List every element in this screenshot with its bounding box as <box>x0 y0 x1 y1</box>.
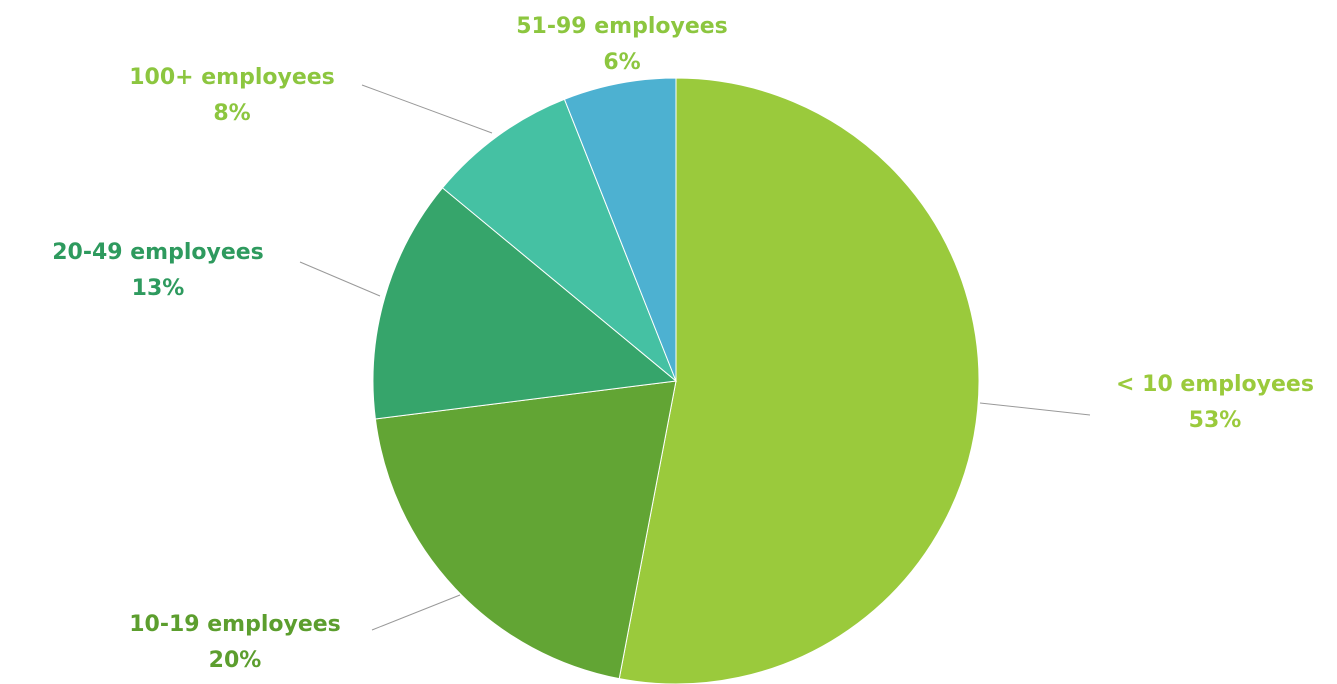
pie-slice <box>374 380 677 680</box>
slice-value: 8% <box>213 101 250 126</box>
leader-line <box>299 261 381 297</box>
pie-slice <box>441 98 677 382</box>
leader-line <box>371 594 461 631</box>
slice-value: 6% <box>603 50 640 75</box>
slice-value: 53% <box>1189 408 1242 433</box>
leader-line <box>979 402 1091 416</box>
slice-label: < 10 employees <box>1116 372 1314 397</box>
leader-line <box>361 84 493 134</box>
slice-label: 51-99 employees <box>516 14 728 39</box>
slice-label: 10-19 employees <box>129 612 341 637</box>
slice-label: 20-49 employees <box>52 240 264 265</box>
slice-value: 13% <box>132 276 185 301</box>
pie-slice <box>618 77 980 684</box>
pie-slice <box>372 187 678 420</box>
slice-value: 20% <box>209 648 262 673</box>
slice-label: 100+ employees <box>129 65 335 90</box>
pie-slice <box>563 77 677 382</box>
